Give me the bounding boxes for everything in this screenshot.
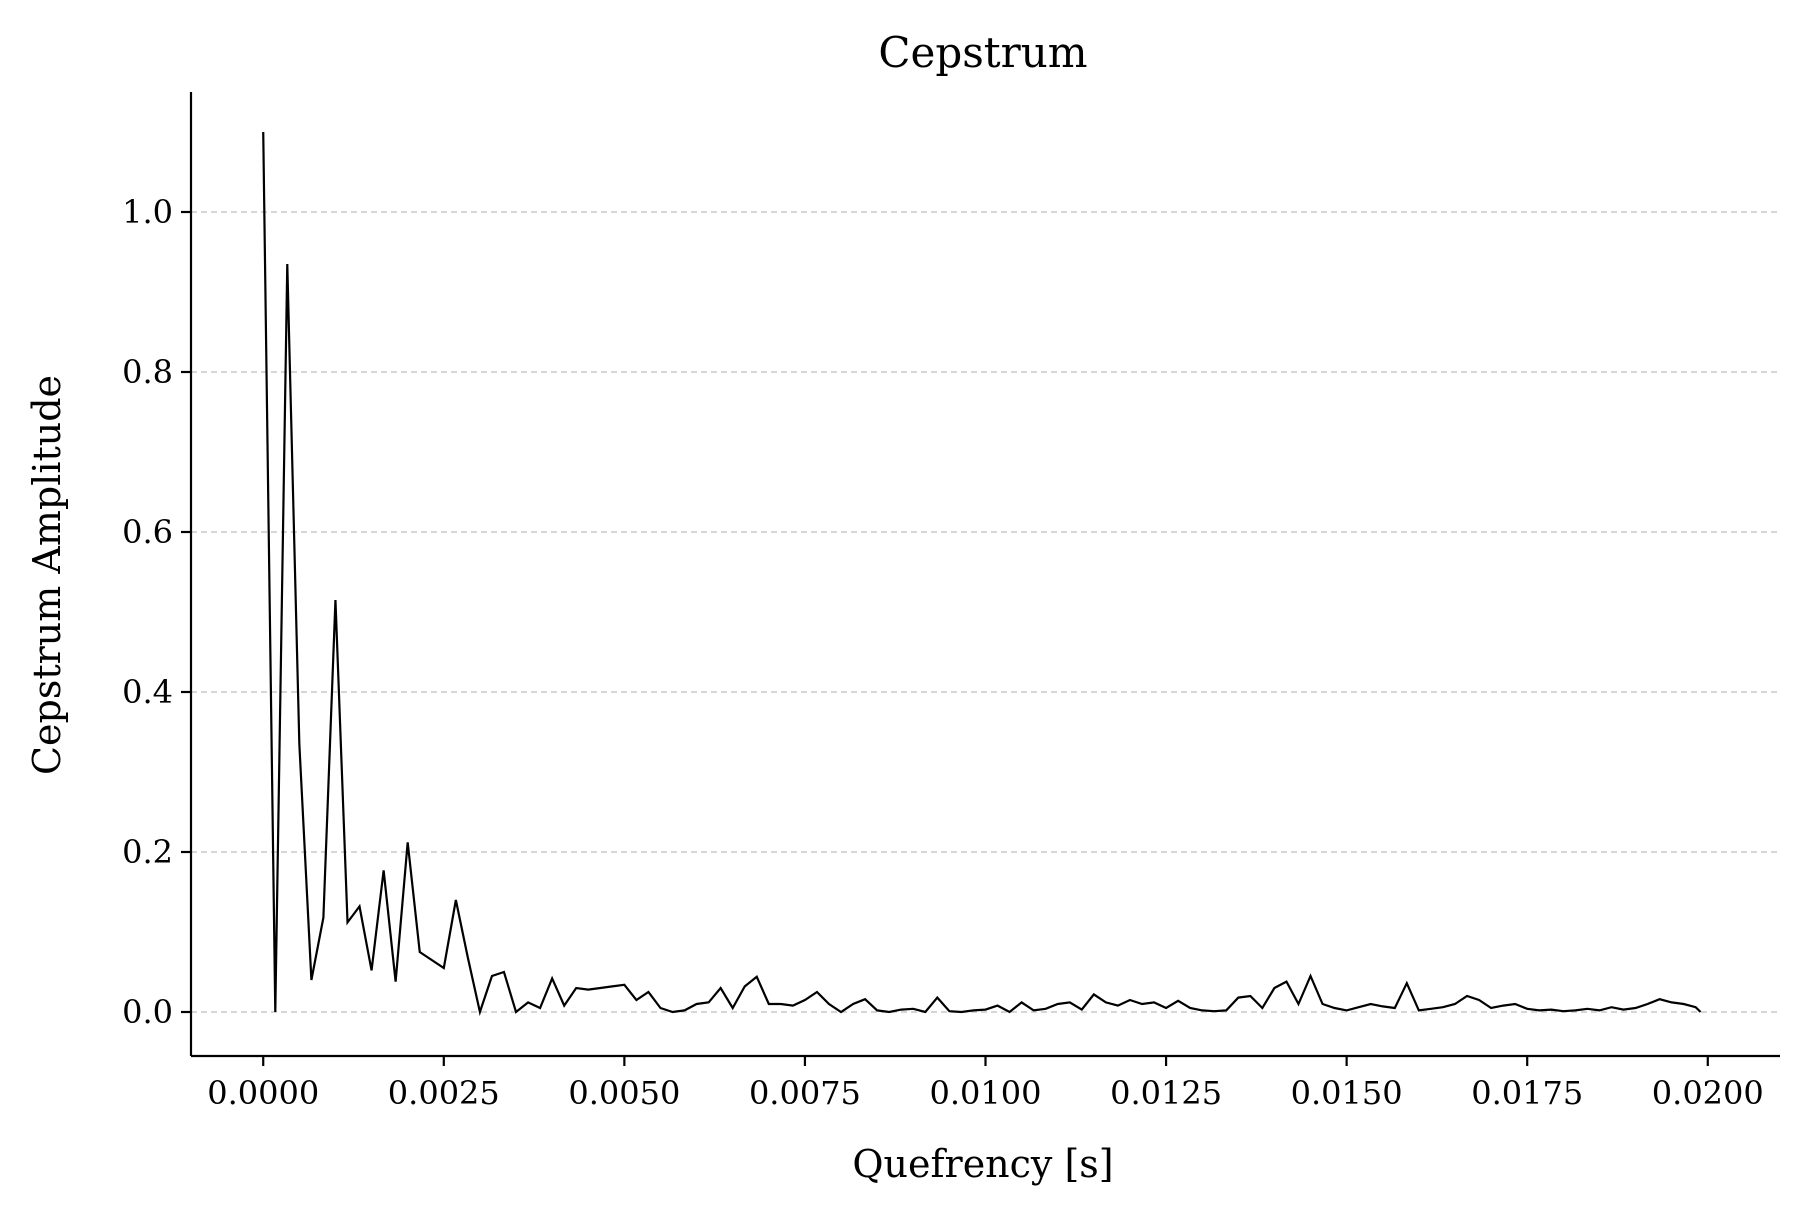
y-tick-label: 0.4 [122, 673, 173, 711]
y-tick-label: 0.6 [122, 513, 173, 551]
x-ticks: 0.0000 0.0025 0.0050 0.0075 0.0100 0.0125 0.01… [207, 1056, 1764, 1112]
series-layer [262, 131, 1702, 1017]
x-tick-label: 0.0025 [388, 1074, 500, 1112]
x-tick-label: 0.0125 [1110, 1074, 1222, 1112]
chart-title: Cepstrum [878, 28, 1087, 77]
y-ticks: 0.0 0.2 0.4 0.6 0.8 1.0 [122, 193, 191, 1031]
x-tick-label: 0.0000 [207, 1074, 319, 1112]
y-tick-label: 0.0 [122, 993, 173, 1031]
y-tick-label: 0.2 [122, 833, 173, 871]
x-tick-label: 0.0150 [1291, 1074, 1403, 1112]
x-tick-label: 0.0100 [930, 1074, 1042, 1112]
x-tick-label: 0.0050 [568, 1074, 680, 1112]
x-tick-label: 0.0175 [1471, 1074, 1583, 1112]
x-tick-label: 0.0200 [1652, 1074, 1764, 1112]
x-tick-label: 0.0075 [749, 1074, 861, 1112]
series-line-0 [262, 131, 1702, 1017]
x-axis-label: Quefrency [s] [852, 1142, 1113, 1186]
y-axis-label: Cepstrum Amplitude [25, 375, 69, 775]
y-tick-label: 0.8 [122, 353, 173, 391]
axes [189, 92, 1780, 1058]
y-tick-label: 1.0 [122, 193, 173, 231]
grid-lines [191, 211, 1780, 1013]
